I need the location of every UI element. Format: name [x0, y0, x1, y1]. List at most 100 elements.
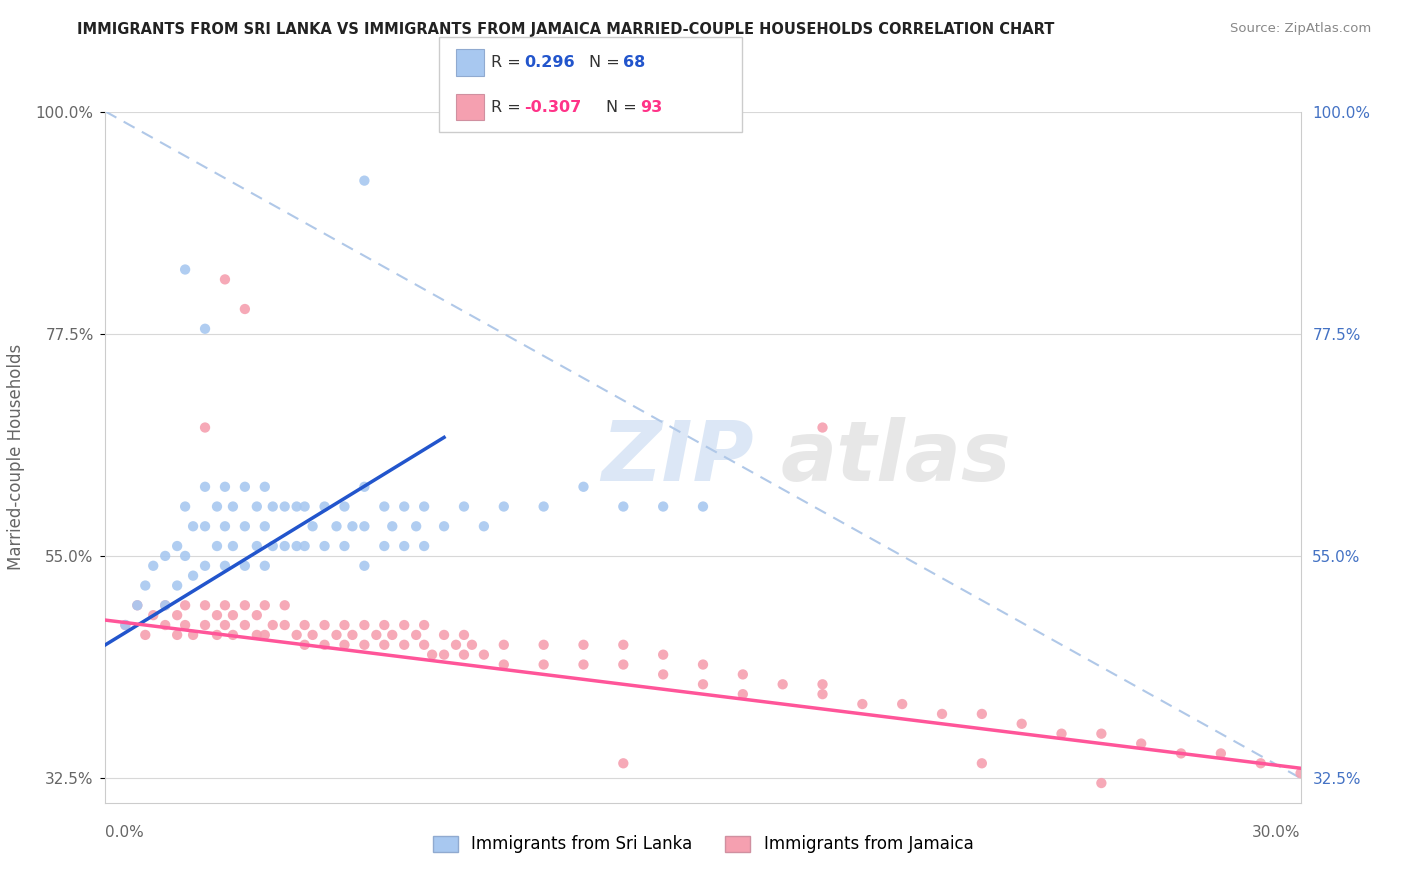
Point	[233, 618, 256, 632]
Point	[420, 648, 443, 662]
Point	[262, 539, 284, 553]
Point	[931, 706, 953, 721]
Point	[444, 638, 467, 652]
Point	[970, 706, 993, 721]
Point	[353, 638, 375, 652]
Point	[325, 519, 347, 533]
Point	[851, 697, 873, 711]
Point	[294, 638, 316, 652]
Point	[166, 608, 188, 623]
Point	[214, 618, 236, 632]
Point	[392, 500, 416, 514]
Point	[194, 618, 217, 632]
Text: R =: R =	[491, 55, 526, 70]
Point	[333, 539, 356, 553]
Point	[492, 500, 515, 514]
Point	[1250, 756, 1272, 771]
Point	[373, 618, 395, 632]
Point	[413, 500, 436, 514]
Point	[174, 500, 197, 514]
Point	[533, 657, 555, 672]
Point	[433, 648, 456, 662]
Point	[811, 677, 834, 691]
Point	[373, 539, 395, 553]
Point	[492, 638, 515, 652]
Point	[612, 638, 634, 652]
Point	[970, 756, 993, 771]
Point	[652, 648, 675, 662]
Point	[285, 500, 308, 514]
Point	[572, 638, 595, 652]
Point	[194, 480, 217, 494]
Point	[166, 578, 188, 592]
Point	[294, 618, 316, 632]
Point	[194, 599, 217, 613]
Point	[453, 500, 475, 514]
Point	[153, 599, 177, 613]
Point	[246, 500, 269, 514]
Point	[652, 667, 675, 681]
Point	[1209, 747, 1232, 761]
Point	[533, 500, 555, 514]
Point	[413, 618, 436, 632]
Point	[891, 697, 914, 711]
Point	[405, 519, 427, 533]
Point	[246, 539, 269, 553]
Point	[413, 539, 436, 553]
Point	[214, 519, 236, 533]
Point	[153, 599, 177, 613]
Point	[731, 667, 754, 681]
Text: atlas: atlas	[780, 417, 1011, 498]
Point	[492, 657, 515, 672]
Point	[233, 301, 256, 316]
Point	[533, 638, 555, 652]
Legend: Immigrants from Sri Lanka, Immigrants from Jamaica: Immigrants from Sri Lanka, Immigrants fr…	[426, 829, 980, 860]
Point	[166, 539, 188, 553]
Point	[194, 558, 217, 573]
Point	[381, 628, 404, 642]
Text: Source: ZipAtlas.com: Source: ZipAtlas.com	[1230, 22, 1371, 36]
Point	[405, 628, 427, 642]
Point	[472, 519, 495, 533]
Point	[461, 638, 484, 652]
Point	[392, 638, 416, 652]
Point	[572, 657, 595, 672]
Point	[127, 599, 149, 613]
Point	[205, 539, 228, 553]
Point	[222, 539, 245, 553]
Point	[301, 519, 323, 533]
Point	[572, 480, 595, 494]
Point	[233, 519, 256, 533]
Point	[233, 480, 256, 494]
Point	[233, 599, 256, 613]
Point	[1130, 737, 1153, 751]
Text: -0.307: -0.307	[524, 100, 582, 114]
Point	[194, 519, 217, 533]
Point	[285, 628, 308, 642]
Point	[652, 500, 675, 514]
Point	[253, 599, 276, 613]
Point	[342, 628, 364, 642]
Point	[174, 549, 197, 563]
Point	[314, 539, 336, 553]
Point	[222, 500, 245, 514]
Point	[253, 558, 276, 573]
Point	[314, 618, 336, 632]
Point	[273, 618, 295, 632]
Point	[205, 608, 228, 623]
Point	[333, 500, 356, 514]
Point	[392, 539, 416, 553]
Point	[353, 173, 375, 187]
Point	[433, 628, 456, 642]
Point	[233, 558, 256, 573]
Point	[366, 628, 388, 642]
Point	[214, 558, 236, 573]
Point	[142, 608, 165, 623]
Point	[413, 638, 436, 652]
Point	[181, 628, 204, 642]
Point	[222, 628, 245, 642]
Point	[612, 657, 634, 672]
Point	[262, 618, 284, 632]
Point	[246, 608, 269, 623]
Text: N =: N =	[589, 55, 626, 70]
